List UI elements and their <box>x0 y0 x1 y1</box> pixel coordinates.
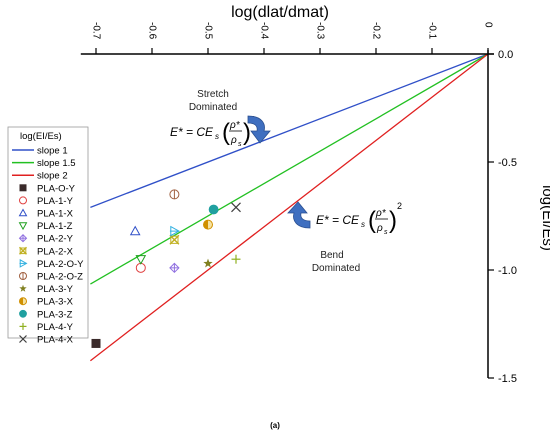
data-point-pla-3-x <box>203 219 213 230</box>
y-axis-title: log(EI/Es) <box>539 185 550 251</box>
bend-label-line2: Dominated <box>312 263 360 274</box>
data-point-pla-2-o-y <box>169 225 180 237</box>
legend-marker-pla-1-x <box>18 208 28 217</box>
x-tick-label: -0.4 <box>258 22 269 40</box>
legend-marker-pla-3-y <box>19 284 27 292</box>
legend-marker-pla-2-x <box>19 246 27 255</box>
bend-eq-exponent: 2 <box>397 201 402 211</box>
data-points <box>91 189 241 348</box>
bend-eq-den-sub: s <box>384 229 388 236</box>
bend-eq-rparen: ) <box>389 207 397 234</box>
stretch-eq-rparen: ) <box>243 119 251 146</box>
legend-marker-pla-1-y <box>19 196 27 205</box>
legend-label: PLA-O-Y <box>37 183 76 194</box>
bend-eq-lhs: E* = CE <box>316 213 360 227</box>
legend-label: PLA-4-X <box>37 335 74 346</box>
legend-label: PLA-3-Y <box>37 284 74 295</box>
legend-label: PLA-2-X <box>37 246 74 257</box>
legend-label: PLA-1-Z <box>37 221 73 232</box>
bend-equation: E* = CE s ( ρ* ρ s ) 2 <box>316 201 402 236</box>
figure-caption: (a) <box>270 421 280 430</box>
y-tick-label: -0.5 <box>498 157 517 169</box>
legend-label: PLA-3-Z <box>37 309 73 320</box>
data-point-pla-2-x <box>169 234 180 245</box>
data-point-pla-3-z <box>208 204 219 215</box>
legend-marker-pla-4-x <box>19 335 27 343</box>
bend-eq-den: ρ <box>376 223 383 234</box>
data-point-pla-2-o-z <box>169 189 180 200</box>
legend-title: log(EI/Es) <box>20 131 62 142</box>
data-point-pla-2-y <box>169 262 180 274</box>
stretch-eq-sub: s <box>215 132 219 141</box>
stretch-eq-num: ρ* <box>229 120 241 131</box>
legend-label: PLA-4-Y <box>37 322 74 333</box>
legend-marker-pla-o-y <box>19 184 27 192</box>
legend-label: slope 1.5 <box>37 158 76 169</box>
trend-line-slope-1 <box>90 53 489 208</box>
data-point-pla-4-x <box>231 202 241 213</box>
legend-marker-pla-3-x <box>19 297 27 306</box>
x-ticks: -0.7 -0.6 -0.5 -0.4 -0.3 -0.2 -0.1 0 <box>90 22 493 54</box>
stretch-label-line1: Stretch <box>197 89 229 100</box>
bend-eq-num: ρ* <box>375 208 387 219</box>
stretch-annotation: Stretch Dominated E* = CE s ( ρ* ρ s ) 1 <box>170 89 271 148</box>
legend-marker-pla-4-y <box>19 322 27 330</box>
stretch-eq-den: ρ <box>230 135 237 146</box>
data-point-pla-o-y <box>91 338 101 348</box>
x-tick-label: -0.7 <box>90 22 101 40</box>
legend-marker-pla-2-y <box>18 233 28 243</box>
bend-annotation: E* = CE s ( ρ* ρ s ) 2 Bend Dominated <box>287 201 402 274</box>
legend-label: PLA-2-O-Y <box>37 259 84 270</box>
y-tick-label: 0.0 <box>498 49 513 61</box>
trend-lines <box>90 53 489 362</box>
bend-label-line1: Bend <box>320 250 343 261</box>
data-point-pla-4-y <box>231 254 241 264</box>
legend-label: slope 1 <box>37 146 68 157</box>
stretch-equation: E* = CE s ( ρ* ρ s ) 1 <box>170 115 256 148</box>
x-tick-label: -0.1 <box>426 22 437 40</box>
stretch-curved-arrow-icon <box>247 115 271 144</box>
x-tick-label: -0.5 <box>202 22 213 40</box>
trend-line-slope-2 <box>90 53 489 362</box>
legend-marker-pla-3-z <box>19 309 27 318</box>
bend-eq-lparen: ( <box>368 207 376 234</box>
stretch-label-line2: Dominated <box>189 102 237 113</box>
data-point-pla-1-x <box>129 225 141 236</box>
legend-marker-pla-2-o-z <box>19 272 27 280</box>
legend-label: slope 2 <box>37 171 68 182</box>
legend-marker-pla-2-o-y <box>19 259 28 268</box>
y-tick-label: -1.0 <box>498 265 517 277</box>
legend-label: PLA-1-X <box>37 209 74 220</box>
legend-label: PLA-2-O-Z <box>37 272 83 283</box>
stretch-eq-lparen: ( <box>222 119 230 146</box>
x-tick-label: -0.2 <box>370 22 381 40</box>
legend-marker-pla-1-z <box>18 222 28 231</box>
bend-curved-arrow-icon <box>287 201 311 229</box>
x-axis-title: log(dlat/dmat) <box>231 4 329 21</box>
stretch-eq-den-sub: s <box>238 141 242 148</box>
axes: log(dlat/dmat) log(EI/Es) <box>80 4 550 378</box>
y-ticks: 0.0 -0.5 -1.0 -1.5 <box>488 49 517 385</box>
data-point-pla-1-z <box>135 255 147 265</box>
stretch-eq-lhs: E* = CE <box>170 125 214 139</box>
bend-eq-sub: s <box>361 220 365 229</box>
legend-label: PLA-1-Y <box>37 196 74 207</box>
x-tick-label: -0.3 <box>314 22 325 40</box>
legend-label: PLA-3-X <box>37 297 74 308</box>
data-point-pla-3-y <box>203 258 213 268</box>
trend-line-slope-1-5 <box>90 53 489 285</box>
y-tick-label: -1.5 <box>498 373 517 385</box>
x-tick-label: -0.6 <box>146 22 157 40</box>
x-tick-label: 0 <box>482 22 493 28</box>
legend-label: PLA-2-Y <box>37 234 74 245</box>
